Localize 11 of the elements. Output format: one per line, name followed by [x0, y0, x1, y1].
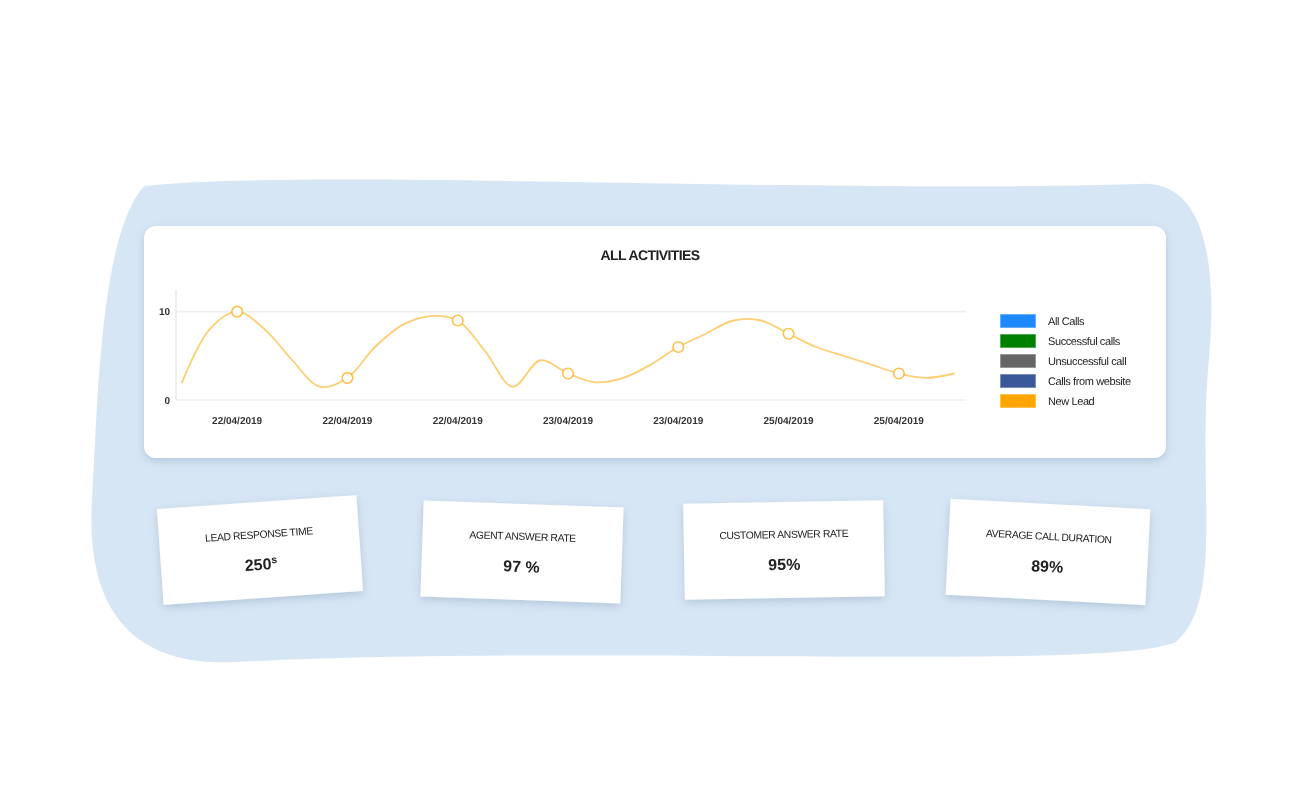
text: 89%	[1030, 557, 1064, 577]
point	[672, 340, 685, 354]
point	[782, 327, 795, 340]
text: 250$^{s}$	[244, 554, 278, 576]
text: 95%	[768, 555, 801, 575]
text: 97 %	[502, 557, 541, 577]
point	[341, 371, 354, 384]
point	[231, 305, 244, 318]
point	[451, 314, 464, 327]
point	[892, 367, 905, 380]
point	[561, 367, 575, 380]
